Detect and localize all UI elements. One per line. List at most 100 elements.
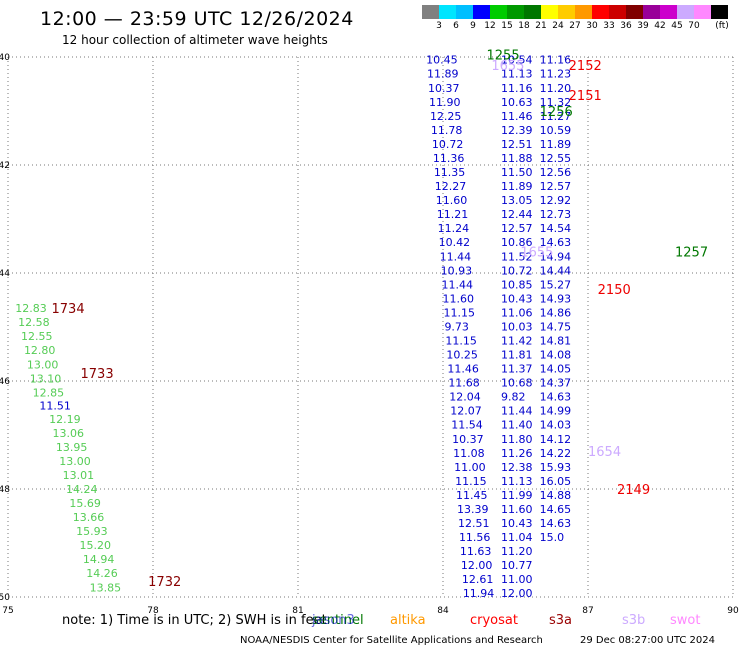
wave-height-value: 10.43 (501, 517, 533, 530)
scale-label: 18 (518, 21, 530, 31)
lat-tick-label: 40 (0, 53, 10, 63)
pass-time-label: 1655 (491, 59, 524, 74)
scale-label: 6 (453, 21, 459, 31)
wave-height-value: 10.59 (540, 124, 572, 137)
scale-swatch (643, 5, 660, 19)
pass-time-label: 1734 (52, 302, 85, 317)
wave-height-value: 14.86 (540, 306, 572, 319)
scale-swatch (473, 5, 490, 19)
wave-height-value: 10.03 (501, 320, 533, 333)
wave-height-value: 12.51 (501, 138, 533, 151)
wave-height-value: 11.04 (501, 531, 533, 544)
wave-height-value: 11.60 (436, 194, 468, 207)
wave-height-value: 11.89 (540, 138, 572, 151)
wave-height-value: 12.73 (540, 208, 572, 221)
legend-s3a: s3a (549, 613, 573, 628)
lon-tick-label: 84 (437, 606, 449, 616)
wave-height-value: 14.03 (540, 419, 572, 432)
scale-label: 15 (501, 21, 513, 31)
wave-height-value: 12.92 (540, 194, 572, 207)
wave-height-value: 12.51 (458, 517, 490, 530)
scale-label: 42 (654, 21, 666, 31)
wave-height-value: 11.15 (455, 475, 487, 488)
wave-height-value: 11.00 (454, 461, 486, 474)
wave-height-value: 11.40 (501, 419, 533, 432)
wave-height-value: 10.43 (501, 292, 533, 305)
wave-height-value: 11.88 (501, 152, 533, 165)
wave-height-value: 14.05 (540, 363, 572, 376)
wave-height-value: 11.15 (445, 335, 477, 348)
page-title: 12:00 — 23:59 UTC 12/26/2024 (40, 8, 354, 30)
wave-height-value: 12.57 (540, 180, 572, 193)
wave-height-value: 11.60 (501, 503, 533, 516)
wave-height-value: 14.99 (540, 405, 572, 418)
lon-tick-label: 87 (582, 606, 593, 616)
legend-cryosat: cryosat (470, 613, 518, 628)
wave-height-value: 11.94 (463, 587, 495, 600)
lon-tick-label: 81 (292, 606, 303, 616)
wave-height-value: 12.07 (450, 405, 482, 418)
wave-height-value: 14.44 (540, 264, 572, 277)
wave-height-value: 14.88 (540, 489, 572, 502)
lat-tick-label: 48 (0, 485, 10, 495)
wave-height-value: 11.23 (540, 68, 572, 81)
scale-unit: (ft) (715, 21, 729, 31)
lat-tick-label: 44 (0, 269, 10, 279)
pass-time-label: 1256 (540, 105, 573, 120)
scale-swatch (592, 5, 609, 19)
pass-time-label: 2149 (617, 483, 650, 498)
wave-height-value: 14.81 (540, 335, 572, 348)
wave-height-value: 15.93 (540, 461, 572, 474)
scale-label: 12 (484, 21, 496, 31)
wave-height-value: 11.44 (501, 405, 533, 418)
wave-height-value: 11.68 (448, 377, 480, 390)
pass-time-label: 1733 (81, 367, 114, 382)
pass-time-label: 1732 (148, 575, 181, 590)
wave-height-value: 12.39 (501, 124, 533, 137)
scale-swatch (558, 5, 575, 19)
wave-height-value: 11.27 (540, 110, 572, 123)
wave-height-value: 11.81 (501, 349, 533, 362)
wave-height-value: 12.27 (435, 180, 467, 193)
wave-height-value: 12.38 (501, 461, 533, 474)
wave-height-value: 11.99 (501, 489, 533, 502)
wave-height-value: 11.54 (451, 419, 483, 432)
wave-height-value: 9.73 (444, 320, 469, 333)
scale-swatch (575, 5, 592, 19)
wave-height-value: 9.82 (501, 391, 526, 404)
color-scale-labels: 3 6 9 12 15 18 21 24 27 30 33 36 39 42 45 70 (ft) (422, 21, 740, 33)
wave-height-value: 14.75 (540, 320, 572, 333)
lon-tick-label: 90 (727, 606, 739, 616)
scale-label: 70 (688, 21, 700, 31)
scale-label: 21 (535, 21, 547, 31)
wave-height-value: 12.58 (18, 316, 50, 329)
scale-swatch (660, 5, 677, 19)
scale-swatch (609, 5, 626, 19)
wave-height-value: 11.37 (501, 363, 533, 376)
wave-height-value: 11.63 (460, 545, 492, 558)
footer-credit: NOAA/NESDIS Center for Satellite Applica… (240, 635, 543, 646)
wave-height-value: 12.56 (540, 166, 572, 179)
wave-height-value: 16.05 (540, 475, 572, 488)
wave-height-value: 11.06 (501, 306, 533, 319)
wave-height-value: 11.08 (453, 447, 485, 460)
wave-height-value: 11.51 (39, 399, 71, 412)
page-subtitle: 12 hour collection of altimeter wave hei… (62, 33, 328, 47)
lat-tick-label: 50 (0, 593, 10, 603)
scale-swatch (541, 5, 558, 19)
wave-height-value: 11.50 (501, 166, 533, 179)
scale-swatch (694, 5, 711, 19)
wave-height-value: 13.85 (90, 581, 122, 594)
wave-height-value: 14.65 (540, 503, 572, 516)
wave-height-value: 10.25 (446, 349, 478, 362)
wave-height-value: 13.01 (63, 469, 95, 482)
wave-height-value: 11.78 (431, 124, 463, 137)
wave-height-value: 14.63 (540, 391, 572, 404)
pass-time-label: 1255 (487, 48, 520, 63)
scale-swatch (456, 5, 473, 19)
wave-height-value: 10.45 (426, 54, 458, 67)
wave-height-value: 11.24 (438, 222, 470, 235)
pass-time-label: 1257 (675, 245, 708, 260)
wave-height-value: 12.00 (461, 559, 493, 572)
wave-height-value: 11.26 (501, 447, 533, 460)
